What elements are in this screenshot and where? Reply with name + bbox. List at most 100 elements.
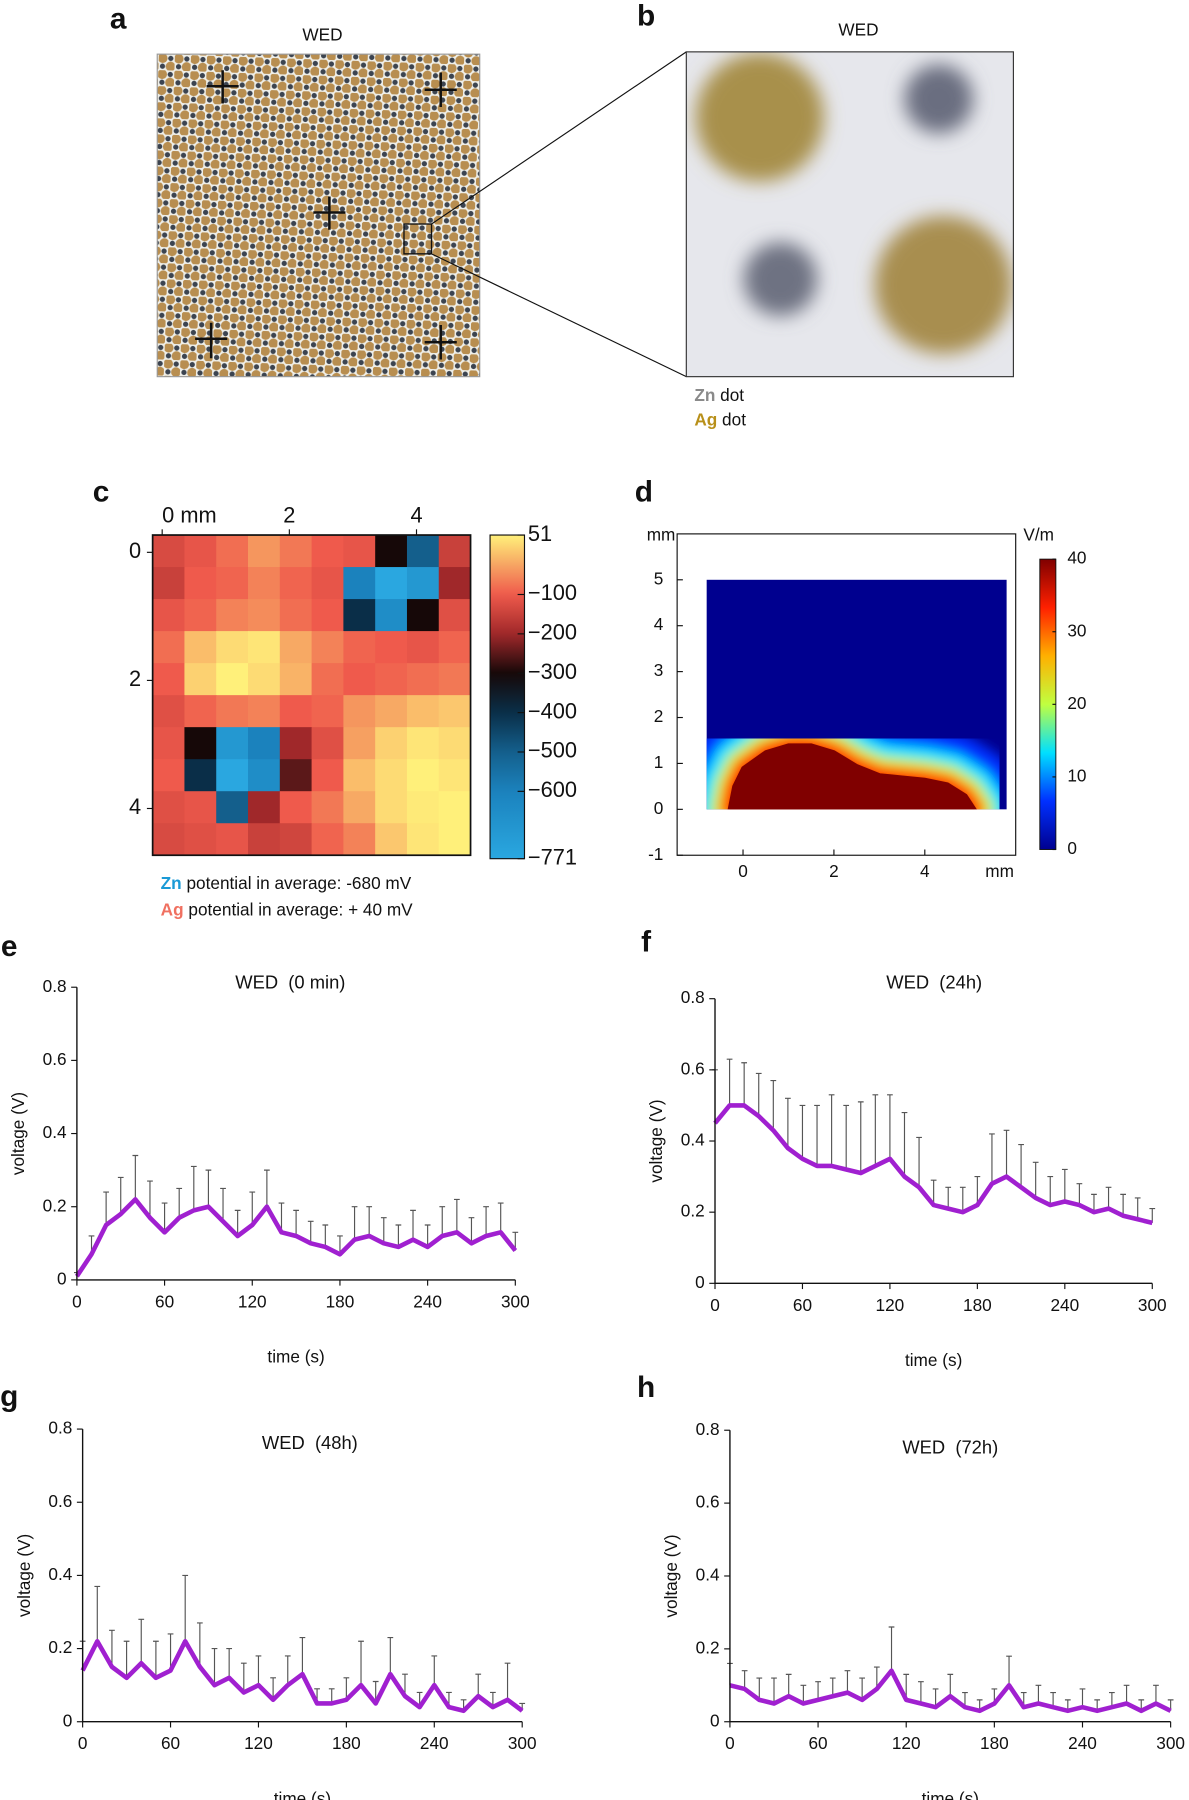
heat-cell [343,663,376,696]
heat-cell [406,599,440,632]
heat-cell [279,631,313,664]
legend-element: Zn [694,385,715,405]
error-bar [147,1180,153,1218]
error-bar [741,1670,748,1689]
y-axis-label: voltage (V) [661,1534,681,1617]
y-tick-label: 0 [710,1710,720,1730]
note-text: potential in average: + 40 mV [184,899,414,919]
legend-entry: Ag dot [694,409,746,429]
error-bar [844,1670,851,1693]
y-tick-label: 0.6 [43,1049,67,1069]
error-bar [1134,1197,1141,1220]
error-bar [176,1187,183,1218]
error-bar [240,1662,247,1693]
colorbar-tick-label: −600 [528,777,577,802]
error-bar [814,1104,820,1166]
x-axis-label: mm [985,861,1014,881]
colorbar-tick-label: 30 [1067,620,1086,640]
heat-cell [438,599,472,632]
heat-cell [152,631,185,664]
y-tick-label: 0 [57,1268,67,1288]
error-bar [196,1622,203,1667]
error-bar [431,1655,438,1686]
error-bar [1006,1655,1012,1686]
error-bar [1050,1692,1056,1708]
error-bar [123,1640,130,1678]
error-bar [901,1111,908,1177]
heat-cell [406,759,440,792]
heat-cell [216,791,249,824]
heat-cell [279,823,313,856]
error-bar [395,1224,402,1247]
x-axis-label: time (s) [922,1788,979,1800]
heat-cell [311,599,344,632]
heat-cell [279,759,313,792]
error-bar [770,1079,777,1131]
error-bar [293,1209,299,1236]
y-tick-label: -1 [648,844,663,864]
legend-entry: Zn dot [694,385,744,405]
heat-cell [343,535,376,568]
heat-cell [343,567,376,600]
photo-b [686,51,1014,377]
error-bar [843,1104,850,1170]
error-bar [785,1673,792,1697]
error-bar [1061,1168,1068,1202]
legend-element: Ag [694,409,717,429]
heat-cell [438,727,472,760]
heat-cell [152,599,185,632]
photo-frame [685,51,1014,378]
heat-cell [438,823,472,856]
heat-cell [375,663,408,696]
error-bar [358,1640,364,1686]
colorbar-tick-label: 51 [528,521,552,546]
x-tick-label: 2 [829,861,839,881]
error-bar [872,1094,879,1166]
note-element: Zn [161,872,182,892]
x-tick-label: 240 [1068,1733,1097,1753]
y-tick-label: 0.6 [696,1492,720,1512]
colorbar-tick-label: −400 [528,698,577,723]
heat-cell [184,695,217,728]
heat-cell [406,535,440,568]
panel-label: a [110,3,127,36]
heat-cell [152,759,185,792]
error-bar [138,1618,145,1664]
error-bar [504,1662,511,1700]
x-tick-label: 60 [808,1733,827,1753]
error-bar [916,1136,922,1188]
y-tick-label: 4 [129,794,141,819]
error-bar [475,1673,482,1697]
y-tick-label: 0 [654,798,664,818]
y-axis-label: voltage (V) [646,1099,666,1182]
x-tick-label: 240 [1050,1295,1079,1315]
heat-cell [375,823,408,856]
error-bar [220,1187,226,1222]
heat-cell [279,727,313,760]
x-tick-label: 180 [326,1291,355,1311]
error-bar [424,1224,431,1247]
y-tick-label: 0 [129,538,141,563]
error-bar [103,1191,109,1226]
y-tick-label: 0.6 [48,1491,72,1511]
heat-cell [279,535,313,568]
heat-cell [438,759,472,792]
error-bar [829,1677,836,1697]
y-tick-label: 0.4 [681,1130,705,1150]
error-bar [190,1165,197,1211]
legend-text: dot [717,409,746,429]
x-tick-label: 300 [1156,1733,1185,1753]
y-axis-label: voltage (V) [8,1092,28,1175]
colorbar-tick-label: −500 [528,738,577,763]
colorbar [489,534,526,860]
error-bar [167,1633,174,1671]
heat-cell [279,695,313,728]
heat-cell [216,727,249,760]
y-tick-label: 0 [695,1272,705,1292]
heat-cell [184,567,217,600]
error-bar [270,1677,276,1700]
x-axis-label: time (s) [274,1788,331,1800]
error-bar [1035,1684,1042,1704]
